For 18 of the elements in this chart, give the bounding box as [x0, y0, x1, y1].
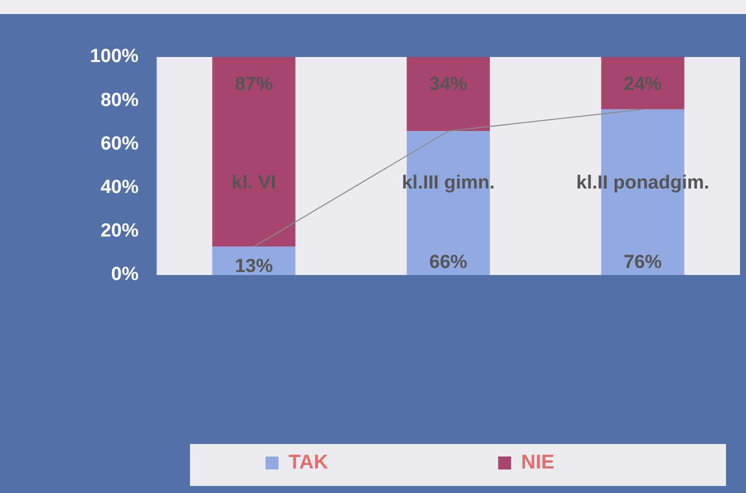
data-label: 87% [234, 74, 273, 96]
legend-label: NIE [521, 452, 554, 474]
data-label: 34% [429, 74, 468, 96]
data-label: 13% [234, 256, 273, 277]
data-label: 66% [429, 252, 468, 274]
data-label: 76% [624, 252, 662, 274]
y-tick-label: 0% [111, 264, 139, 286]
x-tick-label: kl. VI [232, 172, 276, 194]
y-tick-label: 80% [100, 90, 139, 111]
y-tick-label: 100% [90, 46, 139, 68]
bar [212, 57, 296, 247]
bar [601, 57, 684, 110]
y-tick-label: 60% [100, 133, 139, 154]
data-label: 24% [624, 74, 662, 96]
legend-label: TAK [288, 452, 329, 474]
bar [406, 57, 490, 132]
y-tick-label: 20% [100, 220, 139, 242]
y-tick-label: 40% [100, 177, 139, 198]
